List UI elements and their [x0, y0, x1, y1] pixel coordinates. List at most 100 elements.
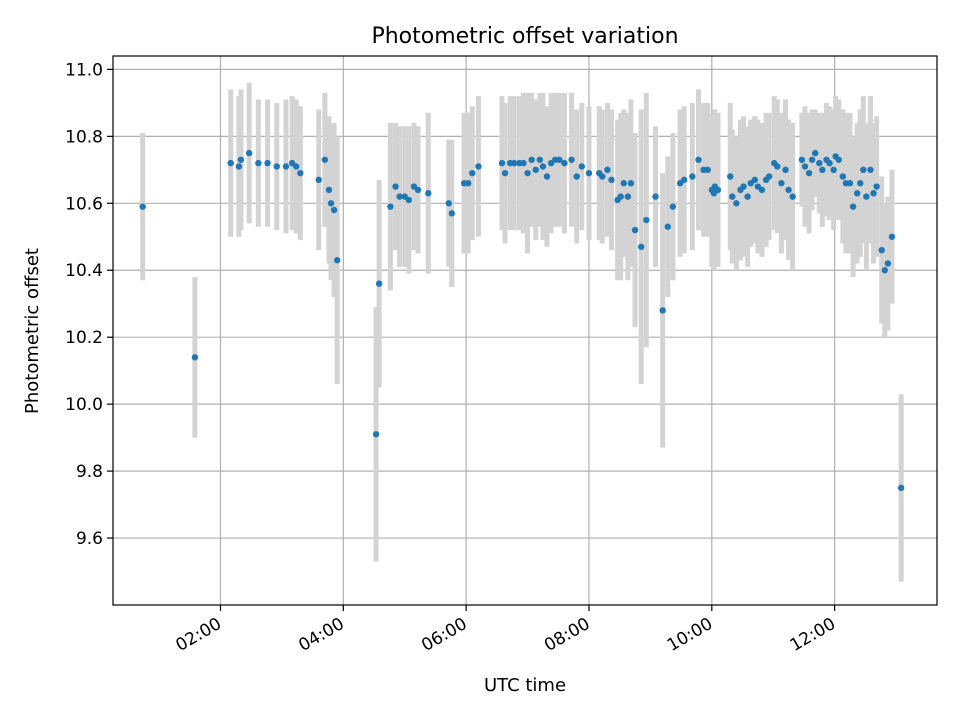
data-point — [624, 193, 632, 200]
plot-frame — [112, 55, 938, 606]
data-point — [853, 190, 861, 197]
data-point — [873, 183, 880, 190]
data-point — [846, 180, 854, 187]
data-point — [659, 307, 666, 314]
data-point — [888, 233, 896, 240]
data-point — [878, 246, 885, 254]
data-point — [573, 173, 580, 180]
y-tick-label: 9.8 — [76, 462, 103, 482]
data-point — [578, 163, 586, 170]
data-point — [733, 200, 740, 207]
data-point — [830, 166, 837, 174]
data-point — [396, 193, 403, 200]
x-axis-label: UTC time — [484, 675, 566, 696]
data-point — [608, 176, 615, 184]
data-point — [293, 163, 300, 170]
data-point — [445, 200, 452, 207]
data-point — [669, 203, 677, 210]
y-axis-ticks: 9.6 9.8 10.0 10.2 10.4 10.6 10.8 11.0 — [65, 60, 113, 549]
data-point — [870, 190, 877, 197]
data-point — [237, 156, 245, 163]
data-point — [744, 193, 751, 200]
data-point — [543, 173, 551, 180]
y-tick-label: 10.4 — [65, 261, 103, 281]
data-point — [392, 183, 399, 190]
data-point — [714, 186, 722, 194]
data-point — [704, 166, 711, 174]
data-point — [652, 193, 659, 200]
y-tick-label: 9.6 — [76, 529, 103, 549]
data-point — [617, 193, 624, 200]
data-point — [785, 186, 792, 194]
data-point — [325, 186, 333, 194]
data-point — [811, 149, 819, 157]
data-point — [689, 173, 696, 180]
data-point — [375, 280, 383, 287]
data-point — [372, 431, 380, 438]
data-point — [857, 180, 864, 187]
data-point — [778, 180, 785, 187]
data-point — [897, 484, 905, 492]
data-point — [695, 156, 702, 163]
data-point — [536, 156, 544, 163]
data-point — [556, 156, 563, 163]
data-point — [333, 257, 341, 264]
data-point — [464, 180, 472, 187]
chart-title: Photometric offset variation — [371, 24, 678, 49]
data-point — [620, 180, 627, 187]
data-point — [627, 180, 635, 187]
data-point — [849, 203, 857, 210]
data-point — [227, 159, 234, 167]
data-point — [511, 159, 518, 167]
data-point — [680, 176, 688, 184]
data-point — [524, 169, 531, 177]
data-point — [782, 166, 789, 174]
data-point — [789, 193, 796, 200]
data-point — [758, 186, 766, 194]
data-point — [801, 163, 809, 170]
data-point — [808, 156, 816, 163]
y-axis-label: Photometric offset — [22, 248, 43, 414]
data-point — [839, 173, 847, 180]
data-point — [330, 206, 338, 214]
data-point — [425, 190, 432, 197]
data-point — [405, 196, 413, 204]
y-tick-label: 11.0 — [65, 60, 103, 80]
data-point — [599, 173, 606, 180]
data-point — [637, 243, 645, 251]
data-point — [643, 216, 650, 224]
y-tick-label: 10.0 — [65, 395, 103, 415]
y-tick-label: 10.6 — [65, 194, 103, 214]
data-point — [255, 159, 262, 167]
data-point — [520, 159, 527, 167]
data-point — [282, 163, 290, 170]
data-point — [501, 169, 509, 177]
data-point — [860, 166, 867, 174]
data-point — [884, 260, 892, 267]
data-point — [826, 159, 833, 167]
data-point — [315, 176, 322, 184]
data-point — [469, 169, 476, 177]
data-point — [235, 163, 243, 170]
data-point — [561, 159, 568, 167]
data-point — [498, 159, 506, 167]
data-point — [528, 156, 535, 163]
data-point — [751, 176, 758, 184]
data-point — [863, 193, 870, 200]
data-point — [740, 183, 747, 190]
data-point — [727, 173, 734, 180]
data-point — [273, 163, 280, 170]
data-point — [805, 169, 813, 177]
data-point — [585, 169, 593, 177]
data-point — [604, 166, 611, 174]
data-point — [816, 159, 823, 167]
data-point — [321, 156, 329, 163]
data-point — [297, 169, 304, 177]
data-point — [387, 203, 394, 210]
data-point — [532, 166, 539, 174]
data-point — [835, 156, 842, 163]
data-point — [475, 163, 482, 170]
data-point — [139, 203, 146, 210]
data-point — [539, 163, 547, 170]
